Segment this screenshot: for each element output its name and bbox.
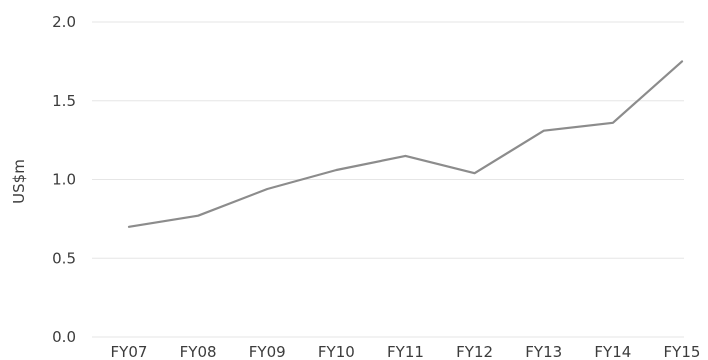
x-tick-label: FY13 <box>525 343 562 360</box>
x-tick-label: FY11 <box>387 343 424 360</box>
y-axis-ticks: 0.0 0.5 1.0 1.5 2.0 <box>52 13 76 346</box>
x-tick-label: FY10 <box>318 343 355 360</box>
y-tick-label: 1.5 <box>52 92 76 110</box>
x-tick-label: FY08 <box>180 343 217 360</box>
series-layer <box>127 60 684 228</box>
y-tick-label: 1.0 <box>52 171 76 189</box>
x-tick-label: FY09 <box>249 343 286 360</box>
gridlines <box>92 21 684 338</box>
x-tick-label: FY07 <box>111 343 148 360</box>
y-tick-label: 0.0 <box>52 328 76 346</box>
x-tick-label: FY14 <box>594 343 631 360</box>
series-line <box>127 60 684 228</box>
x-axis-ticks: FY07 FY08 FY09 FY10 FY11 FY12 FY13 FY14 FY15 <box>111 343 701 360</box>
y-axis-title: US$m <box>10 159 28 204</box>
x-tick-label: FY12 <box>456 343 493 360</box>
x-tick-label: FY15 <box>664 343 701 360</box>
y-tick-label: 2.0 <box>52 13 76 31</box>
y-tick-label: 0.5 <box>52 249 76 267</box>
